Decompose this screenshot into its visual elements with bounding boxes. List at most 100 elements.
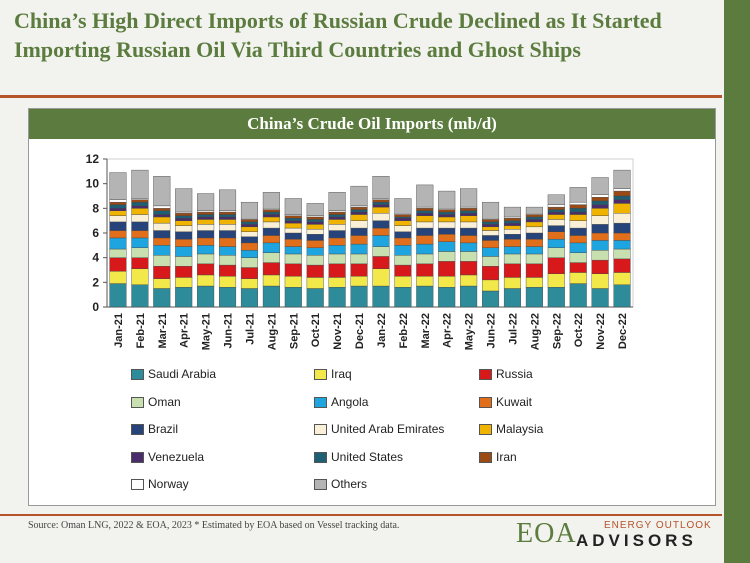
bar-segment (482, 219, 500, 223)
bar-segment (416, 243, 434, 255)
bar-segment (109, 257, 127, 272)
bar-segment (153, 278, 171, 289)
bar-segment (547, 231, 565, 240)
plot-area (106, 158, 634, 308)
bar-segment (591, 273, 609, 289)
legend-swatch (479, 424, 492, 436)
bar-segment (503, 229, 521, 235)
legend-item: Brazil (131, 422, 178, 438)
bar-segment (482, 226, 500, 231)
bar-segment (153, 176, 171, 207)
bar-segment (460, 242, 478, 252)
bar-segment (460, 210, 478, 214)
bar-segment (109, 237, 127, 250)
bar-segment (591, 200, 609, 205)
bar-segment (109, 210, 127, 216)
bar-segment (438, 261, 456, 277)
bar-segment (328, 245, 346, 255)
bar-segment (591, 177, 609, 195)
bar-segment (262, 242, 280, 253)
bar-segment (569, 204, 587, 209)
bar-segment (175, 220, 193, 226)
bar-segment (503, 246, 521, 255)
y-tick-label: 6 (92, 226, 99, 240)
bar-segment (175, 217, 193, 221)
bar-segment (240, 201, 258, 219)
y-tick-label: 12 (86, 152, 100, 166)
legend-label: Russia (496, 367, 533, 381)
slide-title: China’s High Direct Imports of Russian C… (14, 8, 662, 62)
bar-segment (328, 224, 346, 231)
bar-segment (613, 169, 631, 189)
legend-label: Others (331, 477, 368, 491)
bar-segment (438, 275, 456, 288)
bar-segment (306, 288, 324, 308)
bar-segment (525, 206, 543, 214)
legend-item: Kuwait (479, 395, 532, 411)
chart-title: China’s Crude Oil Imports (mb/d) (29, 109, 715, 139)
legend-label: Oman (148, 394, 181, 409)
bar-segment (284, 246, 302, 255)
bar-segment (525, 221, 543, 228)
x-tick-label: Apr-22 (442, 313, 454, 348)
bar-segment (547, 211, 565, 215)
bar-segment (482, 201, 500, 219)
bar-segment (569, 214, 587, 221)
bar-segment (175, 213, 193, 216)
bar-segment (240, 250, 258, 258)
bar-segment (372, 235, 390, 247)
bar-segment (547, 194, 565, 205)
bar-segment (262, 214, 280, 218)
bar-segment (131, 205, 149, 209)
right-decorative-band (724, 0, 750, 563)
y-tick-label: 10 (86, 177, 100, 191)
bar-segment (591, 204, 609, 209)
x-tick-label: Oct-22 (573, 313, 585, 347)
bar-segment (547, 214, 565, 220)
bar-segment (153, 216, 171, 224)
footer-divider (0, 514, 722, 516)
bar-segment (613, 240, 631, 250)
bar-segment (350, 235, 368, 245)
bar-segment (569, 252, 587, 263)
bar-segment (372, 199, 390, 203)
bar-segment (438, 190, 456, 209)
bar-segment (240, 278, 258, 289)
bar-segment (460, 261, 478, 276)
bar-segment (284, 220, 302, 224)
bar-segment (131, 208, 149, 215)
source-note: Source: Oman LNG, 2022 & EOA, 2023 * Est… (28, 520, 400, 531)
legend-swatch (131, 424, 144, 436)
bar-segment (284, 275, 302, 288)
bar-segment (591, 288, 609, 308)
x-tick-label: May-22 (464, 313, 476, 350)
bar-segment (153, 208, 171, 212)
legend-label: Iraq (331, 367, 352, 381)
bar-segment (416, 215, 434, 223)
legend-label: Malaysia (496, 422, 544, 436)
bar-segment (328, 287, 346, 308)
bar-segment (175, 231, 193, 240)
bar-segment (175, 266, 193, 278)
eoa-logo: EOA ENERGY OUTLOOK ADVISORS (516, 516, 721, 556)
bar-segment (197, 216, 215, 220)
bar-segment (175, 225, 193, 232)
legend-item: Saudi Arabia (131, 367, 216, 383)
bar-segment (328, 211, 346, 215)
bar-segment (482, 235, 500, 241)
bar-segment (525, 238, 543, 247)
bar-segment (569, 187, 587, 203)
bar-segment (482, 247, 500, 257)
bar-segment (197, 285, 215, 308)
bar-segment (416, 208, 434, 212)
bar-segment (372, 256, 390, 269)
bar-segment (175, 246, 193, 257)
bar-segment (525, 216, 543, 220)
x-tick-label: Jan-22 (376, 313, 388, 348)
bar-segment (547, 206, 565, 210)
bar-segment (219, 230, 237, 239)
legend-item: Malaysia (479, 422, 543, 438)
x-tick-label: Jun-21 (223, 313, 235, 348)
bar-segment (131, 237, 149, 249)
bar-segment (503, 253, 521, 265)
